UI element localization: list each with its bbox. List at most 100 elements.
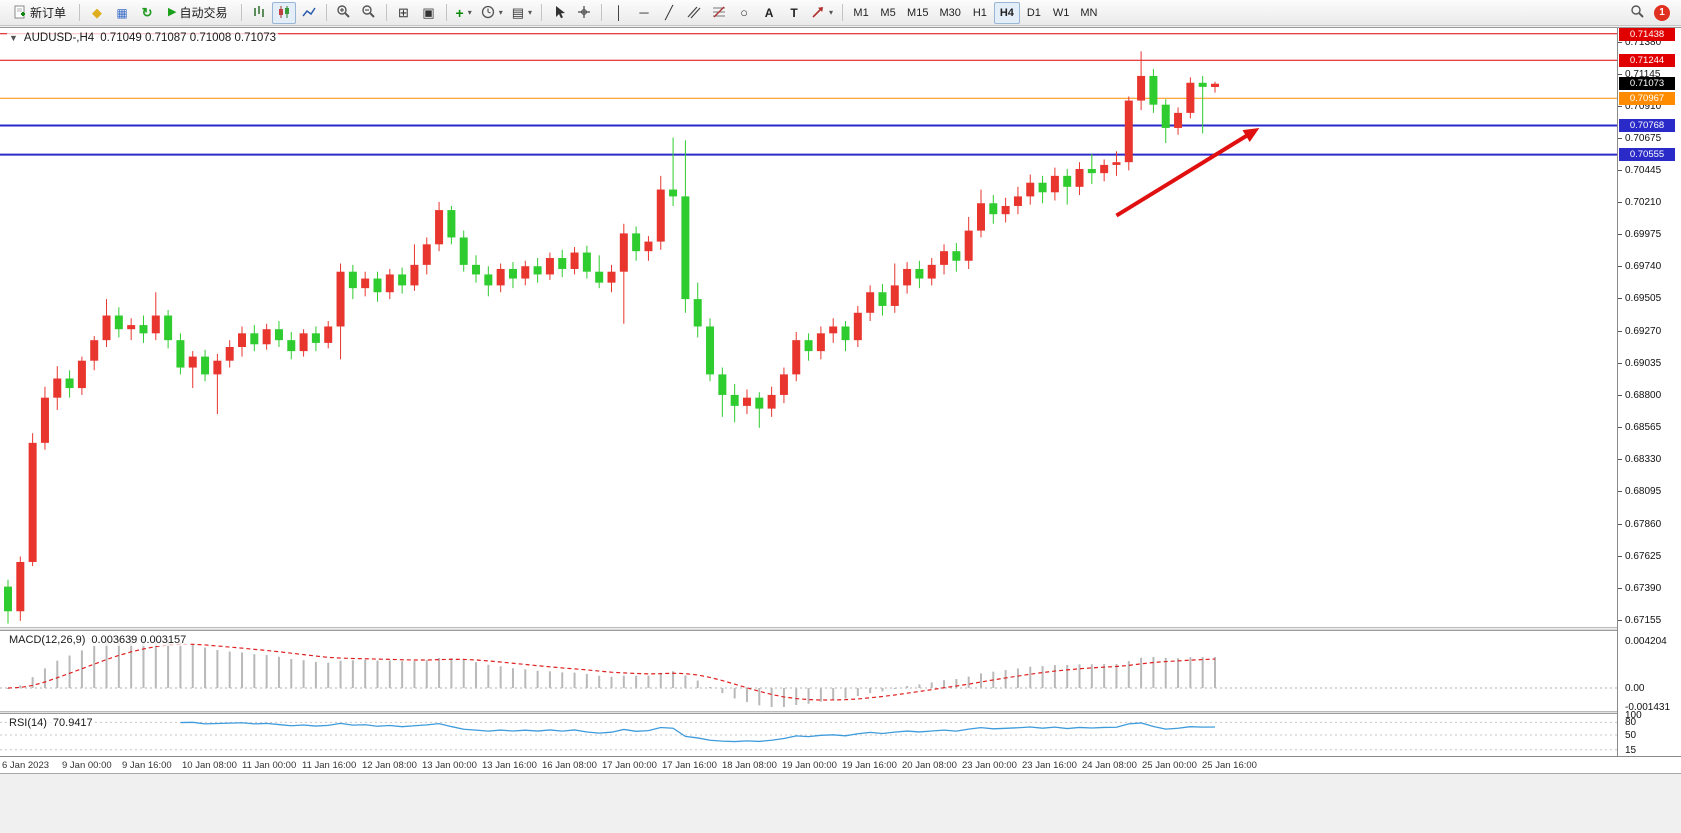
zoom-out-button[interactable] (357, 2, 381, 24)
timeframe-d1-button[interactable]: D1 (1021, 2, 1047, 24)
clock-icon (481, 5, 495, 21)
chevron-down-icon: ▾ (498, 8, 503, 17)
macd-scale-label: -0.001431 (1625, 702, 1671, 713)
horizontal-line-button[interactable]: ─ (632, 2, 656, 24)
price-scale-tick (1618, 298, 1622, 300)
rsi-name: RSI(14) (9, 717, 47, 729)
arrows-tool-button[interactable]: ▾ (807, 2, 837, 24)
rsi-panel-canvas[interactable] (0, 714, 1681, 756)
mql-editor-button[interactable]: ◆ (85, 2, 109, 24)
new-order-button[interactable]: 新订单 (5, 2, 74, 24)
chart-symbol-period: AUDUSD-,H4 (23, 32, 95, 44)
timeframe-m15-button[interactable]: M15 (902, 2, 933, 24)
time-axis-label: 20 Jan 08:00 (902, 760, 957, 771)
current-price-badge: 0.71073 (1619, 77, 1675, 91)
label-icon: T (790, 5, 798, 20)
toolbar-separator (541, 4, 543, 21)
tile-windows-button[interactable]: ⊞ (392, 2, 416, 24)
time-axis-label: 6 Jan 2023 (2, 760, 50, 771)
autotrading-button[interactable]: ▶ 自动交易 (160, 2, 235, 24)
cursor-icon (553, 5, 566, 21)
price-scale-label: 0.68565 (1625, 422, 1662, 434)
notification-badge[interactable]: 1 (1654, 4, 1670, 21)
price-chart-canvas[interactable] (0, 28, 1681, 627)
macd-indicator-label: MACD(12,26,9) 0.003639 0.003157 (7, 634, 189, 646)
timeframe-m5-button[interactable]: M5 (875, 2, 901, 24)
crosshair-button[interactable] (572, 2, 596, 24)
time-axis-label: 12 Jan 08:00 (362, 760, 417, 771)
ellipse-button[interactable]: ○ (732, 2, 756, 24)
timeframe-mn-button[interactable]: MN (1075, 2, 1102, 24)
timeframe-h1-button[interactable]: H1 (967, 2, 993, 24)
vertical-line-button[interactable]: │ (607, 2, 631, 24)
timeframe-m1-button[interactable]: M1 (848, 2, 874, 24)
search-button[interactable] (1625, 2, 1649, 24)
timeframe-h4-button[interactable]: H4 (993, 1, 1020, 24)
cascade-windows-button[interactable]: ▣ (417, 2, 441, 24)
price-badge: 0.70555 (1619, 148, 1675, 162)
price-scale-tick (1618, 330, 1622, 332)
price-scale-label: 0.67390 (1625, 582, 1662, 594)
timeframe-w1-button[interactable]: W1 (1048, 2, 1075, 24)
toolbar-separator (325, 4, 327, 21)
price-scale-tick (1618, 491, 1622, 493)
time-axis[interactable]: 6 Jan 2023 9 Jan 00:00 9 Jan 16:00 10 Jan 0… (0, 756, 1681, 774)
fibonacci-button[interactable] (707, 2, 731, 24)
zoom-in-icon (336, 4, 351, 21)
price-scale-label: 0.69975 (1625, 229, 1662, 241)
refresh-button[interactable]: ↻ (135, 2, 159, 24)
price-scale[interactable]: 0.71380 0.71145 0.70910 0.70675 0.70445 0.702… (1617, 28, 1681, 756)
time-axis-label: 9 Jan 16:00 (122, 760, 172, 771)
macd-panel-canvas[interactable] (0, 631, 1681, 711)
toolbar-separator (445, 4, 447, 21)
line-chart-icon (301, 5, 316, 21)
chevron-down-icon: ▾ (528, 8, 533, 17)
price-scale-label: 0.68095 (1625, 486, 1662, 498)
macd-values: 0.003639 0.003157 (91, 634, 187, 646)
rsi-scale-label: 15 (1625, 744, 1637, 756)
price-scale-tick (1618, 73, 1622, 75)
time-axis-label: 19 Jan 16:00 (842, 760, 897, 771)
panel-splitter-rsi[interactable] (0, 711, 1681, 714)
time-axis-label: 16 Jan 08:00 (542, 760, 597, 771)
periods-button[interactable]: ▾ (477, 2, 507, 24)
zoom-in-button[interactable] (332, 2, 356, 24)
text-button[interactable]: A (757, 2, 781, 24)
text-icon: A (764, 5, 774, 20)
chart-ohlc-quote: 0.71049 0.71087 0.71008 0.71073 (100, 32, 277, 44)
timeframe-group: M1 M5 M15 M30 H1 H4 D1 W1 MN (848, 1, 1102, 24)
chart-title: ▼ AUDUSD-,H4 0.71049 0.71087 0.71008 0.7… (7, 32, 279, 44)
trendline-button[interactable]: ╱ (657, 2, 681, 24)
rsi-scale-label: 80 (1625, 717, 1637, 729)
templates-button[interactable]: ▤ ▾ (508, 2, 536, 24)
timeframe-m30-button[interactable]: M30 (934, 2, 965, 24)
channel-icon (687, 5, 701, 21)
autotrading-label: 自动交易 (179, 6, 228, 20)
price-scale-tick (1618, 459, 1622, 461)
cursor-button[interactable] (547, 2, 571, 24)
indicators-button[interactable]: + ▾ (452, 2, 476, 24)
price-scale-tick (1618, 555, 1622, 557)
price-scale-tick (1618, 620, 1622, 622)
price-scale-label: 0.67860 (1625, 518, 1662, 530)
price-scale-tick (1618, 266, 1622, 268)
time-axis-label: 25 Jan 00:00 (1142, 760, 1197, 771)
price-scale-tick (1618, 587, 1622, 589)
candlestick-chart-button[interactable] (271, 1, 296, 24)
market-watch-button[interactable]: ▦ (110, 2, 134, 24)
bar-chart-button[interactable] (247, 2, 271, 24)
price-scale-tick (1618, 201, 1622, 203)
time-axis-label: 19 Jan 00:00 (782, 760, 837, 771)
label-button[interactable]: T (782, 2, 806, 24)
vertical-line-icon: │ (614, 5, 624, 20)
time-axis-label: 13 Jan 16:00 (482, 760, 537, 771)
price-scale-label: 0.68800 (1625, 389, 1662, 401)
time-axis-label: 23 Jan 00:00 (962, 760, 1017, 771)
line-chart-button[interactable] (297, 2, 321, 24)
toolbar-separator (601, 4, 603, 21)
panel-splitter-macd[interactable] (0, 627, 1681, 631)
refresh-icon: ↻ (141, 5, 153, 20)
channel-button[interactable] (682, 2, 706, 24)
new-order-label: 新订单 (30, 6, 67, 20)
